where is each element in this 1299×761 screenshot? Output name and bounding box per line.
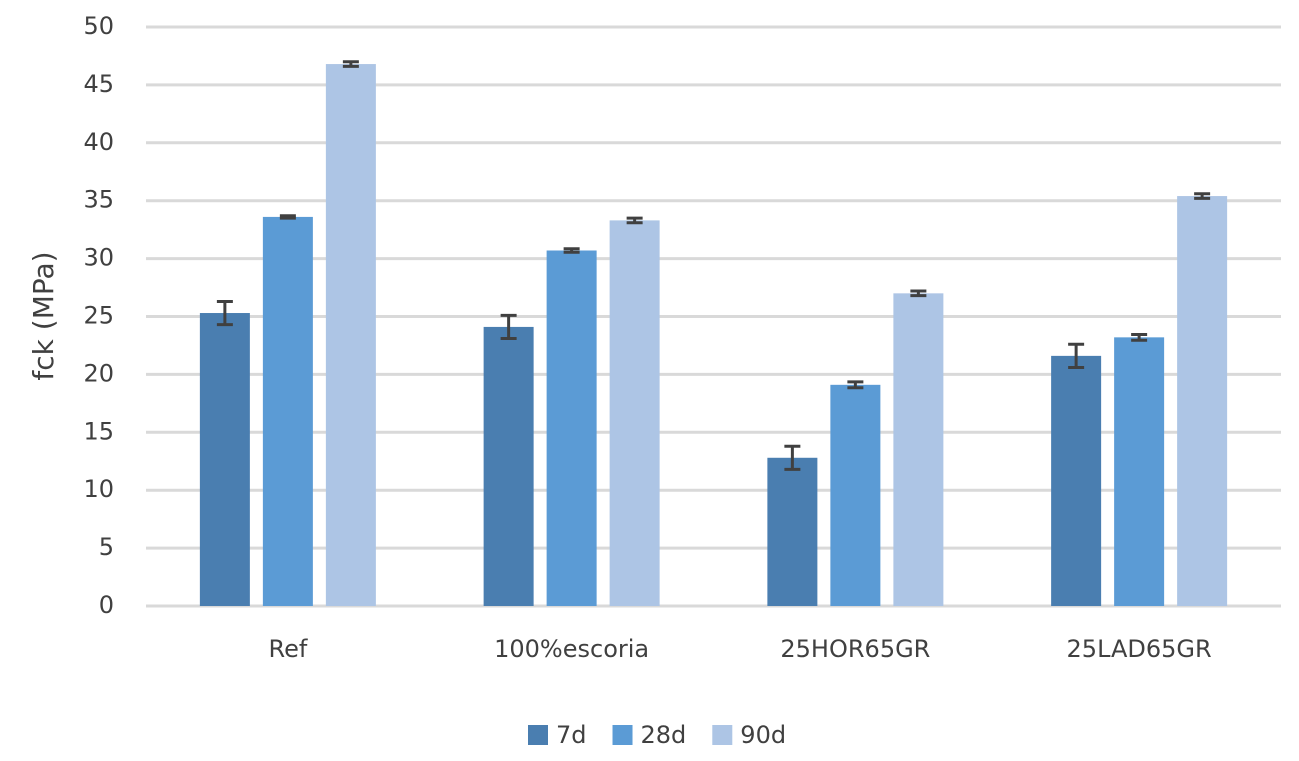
- y-tick-label: 35: [83, 186, 114, 214]
- x-tick-label: Ref: [268, 635, 307, 663]
- y-tick-label: 15: [83, 417, 114, 445]
- error-bar: [1068, 342, 1085, 369]
- bar: [609, 220, 660, 607]
- y-tick-label: 10: [83, 475, 114, 503]
- legend-label: 28d: [641, 721, 687, 749]
- bar: [767, 457, 818, 606]
- x-tick-label: 25LAD65GR: [1067, 635, 1212, 663]
- legend-swatch: [612, 725, 633, 745]
- error-bar: [847, 380, 864, 390]
- bar: [893, 293, 944, 606]
- legend-label: 90d: [740, 721, 786, 749]
- bar: [483, 326, 534, 606]
- legend-label: 7d: [556, 721, 587, 749]
- legend-swatch: [712, 725, 733, 745]
- error-bar: [910, 289, 927, 298]
- x-tick-label: 100%escoria: [494, 635, 649, 663]
- bar: [1114, 337, 1165, 606]
- bar: [199, 313, 250, 606]
- y-tick-label: 5: [99, 533, 114, 561]
- x-tick-label: 25HOR65GR: [780, 635, 930, 663]
- y-tick-label: 0: [99, 591, 114, 619]
- bar: [325, 64, 376, 606]
- bar: [1051, 355, 1102, 606]
- bar: [262, 216, 313, 607]
- error-bar: [626, 216, 643, 225]
- error-bar: [784, 444, 801, 471]
- y-axis-label: fck (MPa): [27, 251, 60, 380]
- error-bar: [342, 60, 359, 68]
- y-tick-label: 50: [83, 12, 114, 40]
- error-bar: [500, 313, 517, 341]
- error-bar: [216, 299, 233, 327]
- error-bar: [279, 214, 296, 220]
- bar: [546, 250, 597, 606]
- y-tick-label: 45: [83, 70, 114, 98]
- y-tick-label: 40: [83, 128, 114, 156]
- error-bar: [1131, 332, 1148, 342]
- legend-swatch: [528, 725, 548, 745]
- error-bar: [1194, 192, 1211, 200]
- y-tick-label: 25: [83, 302, 114, 330]
- error-bar: [563, 247, 580, 254]
- y-tick-label: 20: [83, 359, 114, 387]
- bar: [830, 384, 881, 606]
- y-tick-label: 30: [83, 244, 114, 272]
- bar: [1177, 196, 1228, 606]
